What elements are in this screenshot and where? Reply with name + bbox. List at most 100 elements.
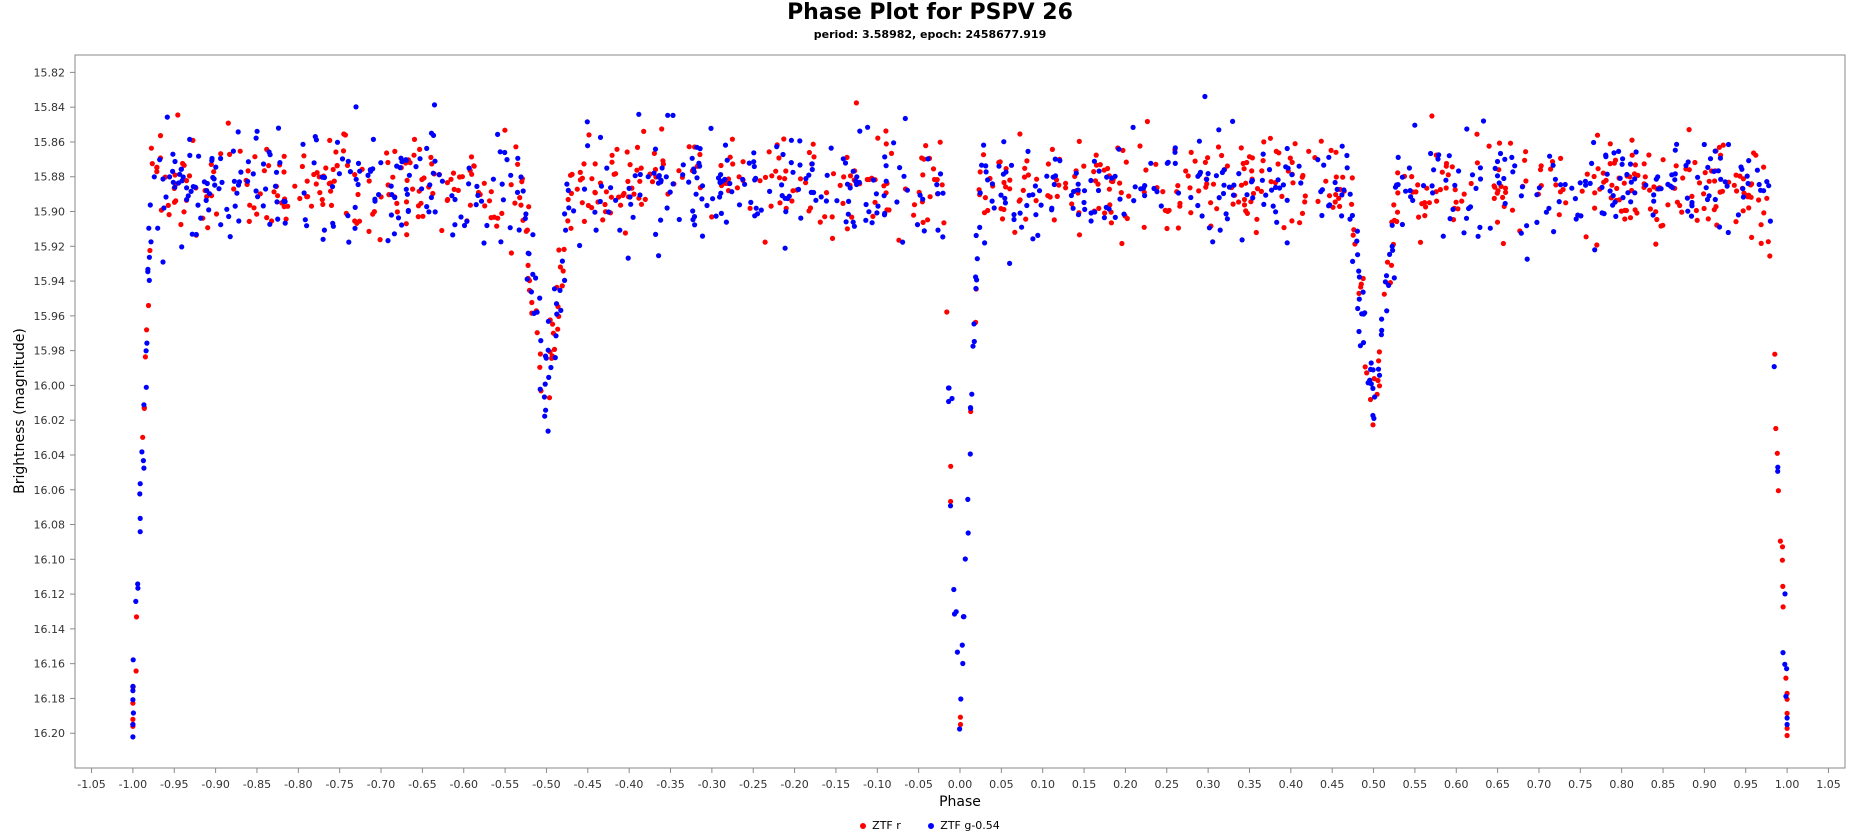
ztf-r-point xyxy=(1187,185,1193,191)
ztf-r-point xyxy=(1702,170,1708,176)
ztf-g-point xyxy=(853,178,859,184)
ztf-g-point xyxy=(1259,177,1265,183)
y-tick-label: 16.04 xyxy=(34,449,66,462)
ztf-r-point xyxy=(883,141,889,147)
ztf-g-point xyxy=(722,142,729,148)
ztf-g-point xyxy=(1429,183,1435,189)
ztf-g-point xyxy=(1665,181,1671,187)
ztf-g-point xyxy=(604,165,610,171)
ztf-r-point xyxy=(499,210,505,216)
ztf-g-point xyxy=(151,174,157,180)
ztf-g-point xyxy=(1270,203,1276,209)
ztf-g-point xyxy=(370,136,376,142)
ztf-g-point xyxy=(1106,206,1112,212)
ztf-g-point xyxy=(1394,182,1400,188)
ztf-r-point xyxy=(517,195,523,201)
ztf-g-point xyxy=(277,160,283,166)
x-axis-ticks: -1.05 -1.00 -0.95 -0.90 -0.85 -0.80 -0.75 -0.70… xyxy=(77,768,1841,791)
ztf-g-point xyxy=(1104,174,1110,180)
ztf-g-point xyxy=(245,178,251,184)
ztf-g-point xyxy=(1151,185,1157,192)
ztf-g-point xyxy=(545,318,552,324)
ztf-r-point xyxy=(1273,148,1279,154)
ztf-r-point xyxy=(304,194,310,200)
ztf-g-point xyxy=(562,211,568,217)
ztf-r-point xyxy=(1434,198,1440,204)
ztf-g-point xyxy=(562,277,568,283)
ztf-g-point xyxy=(897,165,903,171)
ztf-r-point xyxy=(328,202,335,208)
ztf-r-point xyxy=(768,203,774,209)
ztf-r-point xyxy=(829,235,836,241)
ztf-g-point xyxy=(1049,205,1055,211)
ztf-g-point xyxy=(1354,238,1360,244)
ztf-g-point xyxy=(1088,218,1094,224)
y-tick-label: 16.02 xyxy=(34,414,66,427)
ztf-r-point xyxy=(385,159,391,166)
ztf-g-point xyxy=(680,172,686,178)
ztf-g-point xyxy=(979,162,985,168)
y-tick-label: 16.10 xyxy=(34,553,66,566)
ztf-r-point xyxy=(627,162,633,168)
ztf-g-point xyxy=(357,168,363,174)
ztf-g-point xyxy=(713,213,719,219)
ztf-g-point xyxy=(1030,192,1036,198)
ztf-g-point xyxy=(474,183,480,189)
ztf-r-point xyxy=(1241,202,1248,208)
ztf-r-point xyxy=(1144,118,1150,125)
ztf-r-point xyxy=(718,162,724,169)
ztf-g-point xyxy=(981,142,987,148)
ztf-r-point xyxy=(1758,240,1764,246)
ztf-g-point xyxy=(1008,162,1015,168)
ztf-r-point xyxy=(1711,207,1717,213)
ztf-g-point xyxy=(553,333,559,339)
ztf-r-point xyxy=(148,145,154,151)
ztf-g-point xyxy=(1269,187,1275,193)
ztf-r-point xyxy=(366,228,372,234)
ztf-g-point xyxy=(689,155,695,161)
ztf-g-point xyxy=(1002,195,1008,201)
y-tick-label: 16.20 xyxy=(34,727,66,740)
ztf-g-point xyxy=(1360,289,1366,295)
ztf-g-point xyxy=(146,277,152,283)
ztf-g-point xyxy=(1575,212,1581,218)
ztf-g-point xyxy=(1502,156,1508,162)
ztf-g-point xyxy=(141,402,147,408)
ztf-r-point xyxy=(1281,225,1287,231)
ztf-g-point xyxy=(253,135,259,141)
ztf-g-point xyxy=(608,185,614,191)
ztf-r-point xyxy=(1496,140,1503,146)
ztf-g-point xyxy=(1024,202,1030,209)
ztf-g-point xyxy=(272,183,279,189)
ztf-r-point xyxy=(769,173,775,179)
ztf-g-point xyxy=(1052,156,1058,162)
ztf-g-point xyxy=(1231,182,1237,188)
ztf-g-point xyxy=(1582,178,1588,184)
ztf-g-point xyxy=(177,171,183,177)
ztf-r-point xyxy=(411,136,418,142)
ztf-r-point xyxy=(247,202,253,208)
y-tick-label: 16.16 xyxy=(34,658,66,671)
ztf-r-point xyxy=(565,218,571,224)
ztf-g-point xyxy=(1131,198,1137,204)
ztf-g-point xyxy=(779,182,785,188)
ztf-r-point xyxy=(237,148,243,154)
ztf-g-point xyxy=(137,529,143,535)
ztf-g-point xyxy=(216,186,222,192)
ztf-g-point xyxy=(355,160,362,166)
x-tick-label: 0.45 xyxy=(1320,778,1345,791)
ztf-g-point xyxy=(1081,199,1087,206)
ztf-g-point xyxy=(161,205,167,211)
ztf-r-point xyxy=(1253,229,1259,236)
ztf-g-point xyxy=(1283,164,1289,170)
ztf-r-point xyxy=(1258,188,1264,194)
ztf-r-point xyxy=(546,395,553,401)
ztf-r-point xyxy=(789,198,795,204)
chart-title: Phase Plot for PSPV 26 xyxy=(787,0,1073,25)
ztf-g-point xyxy=(806,172,812,178)
ztf-r-point xyxy=(246,218,252,224)
ztf-g-point xyxy=(1095,187,1102,194)
ztf-r-point xyxy=(1486,143,1492,149)
ztf-g-point xyxy=(275,125,282,131)
ztf-g-point xyxy=(697,146,703,152)
